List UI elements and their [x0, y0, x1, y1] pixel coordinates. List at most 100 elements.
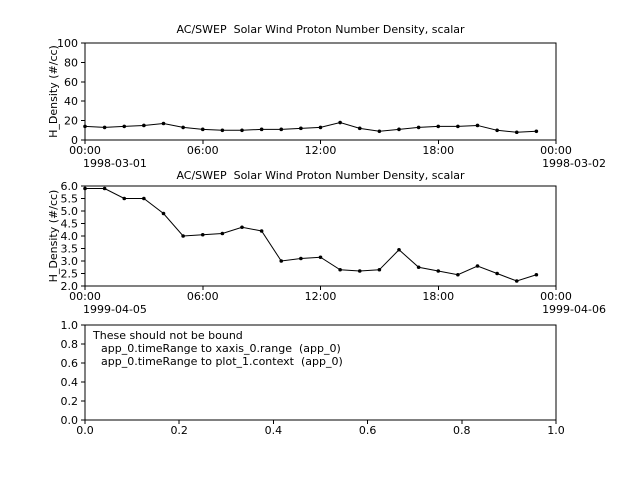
x-tick-label: 00:00 [69, 290, 101, 303]
x-tick-label: 06:00 [187, 290, 219, 303]
y-tick-label: 0.8 [61, 338, 79, 351]
data-point-marker [495, 271, 499, 276]
y-tick-label: 2.0 [61, 280, 79, 293]
data-point-marker [83, 124, 87, 129]
x-tick-label: 06:00 [187, 144, 219, 157]
data-point-marker [299, 126, 303, 131]
data-point-marker [377, 129, 382, 134]
y-tick-label: 80 [64, 56, 78, 69]
data-point-marker [102, 125, 107, 130]
data-point-marker [122, 196, 127, 201]
data-point-marker [161, 121, 166, 126]
plot-1-proton-density-1999: AC/SWEP Solar Wind Proton Number Density… [0, 169, 640, 316]
data-point-marker [299, 256, 303, 261]
data-point-marker [318, 125, 323, 130]
x-tick-label: 00:00 [540, 144, 572, 157]
x-tick-label: 0.2 [170, 424, 188, 437]
data-point-marker [416, 125, 421, 130]
data-point-marker [161, 211, 166, 216]
data-point-marker [240, 128, 244, 133]
plot-frame [84, 185, 557, 287]
data-point-marker [456, 272, 460, 277]
y-tick-label: 5.0 [61, 205, 79, 218]
data-point-marker [220, 231, 225, 236]
y-tick-label: 5.5 [61, 193, 79, 206]
data-point-marker [200, 232, 205, 237]
x-tick-label: 0.4 [265, 424, 283, 437]
data-point-marker [357, 126, 362, 131]
x-tick-label: 00:00 [540, 290, 572, 303]
data-point-marker [397, 247, 401, 252]
x-tick-label: 00:00 [69, 144, 101, 157]
plot-title: AC/SWEP Solar Wind Proton Number Density… [176, 23, 465, 36]
data-point-marker [377, 267, 382, 272]
x-tick-label: 12:00 [305, 144, 337, 157]
data-point-marker [83, 186, 87, 191]
y-tick-label: 1.0 [61, 319, 79, 332]
data-point-marker [436, 124, 441, 129]
plot-canvas-1: AC/SWEP Solar Wind Proton Number Density… [47, 169, 606, 316]
x-tick-label: 18:00 [422, 290, 454, 303]
y-tick-label: 60 [64, 76, 78, 89]
plot-title: AC/SWEP Solar Wind Proton Number Density… [176, 169, 465, 182]
y-tick-label: 4.5 [61, 218, 79, 231]
y-tick-label: 4.0 [61, 230, 79, 243]
x-tick-label: 1.0 [547, 424, 565, 437]
data-point-marker [436, 269, 441, 273]
plot-0-proton-density-1998: AC/SWEP Solar Wind Proton Number Density… [0, 0, 640, 170]
data-point-marker [534, 272, 539, 277]
data-point-marker [514, 279, 519, 283]
x-tick-label: 0.8 [453, 424, 471, 437]
x-tick-label: 0.0 [76, 424, 94, 437]
y-axis-label: H_Density (#/cc) [47, 190, 60, 283]
data-point-marker [514, 130, 519, 135]
x-tick-label: 12:00 [305, 290, 337, 303]
plot-frame [84, 324, 557, 421]
y-tick-label: 6.0 [61, 180, 79, 193]
y-tick-label: 2.5 [61, 268, 79, 281]
data-point-marker [220, 128, 225, 133]
y-tick-label: 20 [64, 115, 78, 128]
y-tick-label: 3.0 [61, 255, 79, 268]
date-label-left: 1998-03-01 [83, 157, 147, 170]
x-tick-label: 18:00 [422, 144, 454, 157]
data-point-marker [122, 124, 127, 129]
x-tick-label: 0.6 [359, 424, 377, 437]
data-point-marker [416, 265, 421, 270]
density-line [85, 188, 537, 282]
data-point-marker [397, 127, 401, 132]
annotation-line: app_0.timeRange to plot_1.context (app_0… [101, 355, 343, 368]
data-point-marker [142, 196, 146, 201]
y-tick-label: 0.2 [61, 395, 79, 408]
data-point-marker [102, 186, 107, 191]
y-tick-label: 40 [64, 95, 78, 108]
y-tick-label: 0 [71, 134, 78, 147]
data-point-marker [456, 124, 460, 129]
data-point-marker [279, 259, 284, 263]
date-label-right: 1999-04-06 [542, 303, 606, 316]
data-point-marker [338, 120, 342, 125]
plot-frame [84, 42, 557, 141]
plot-canvas-2: 0.0 0.2 0.4 0.6 0.8 1.0 0.0 0.2 0.4 0.6 0.8 1.0 Thes… [61, 319, 565, 437]
data-point-marker [475, 264, 480, 268]
y-tick-label: 100 [57, 37, 78, 50]
y-tick-label: 3.5 [61, 243, 79, 256]
plot-canvas-0: AC/SWEP Solar Wind Proton Number Density… [47, 23, 606, 170]
data-point-marker [475, 123, 480, 128]
data-point-marker [142, 123, 146, 128]
y-tick-label: 0.0 [61, 414, 79, 427]
data-point-marker [495, 128, 499, 133]
annotation-line: app_0.timeRange to xaxis_0.range (app_0) [101, 342, 341, 355]
plot-2-annotation-panel: 0.0 0.2 0.4 0.6 0.8 1.0 0.0 0.2 0.4 0.6 0.8 1.0 Thes… [0, 315, 640, 480]
data-point-marker [357, 269, 362, 273]
y-axis-label: H_Density (#/cc) [47, 45, 60, 138]
data-point-marker [240, 225, 244, 230]
data-point-marker [200, 127, 205, 132]
data-point-marker [259, 229, 264, 233]
data-point-marker [181, 234, 185, 238]
annotation-line: These should not be bound [92, 329, 243, 342]
data-point-marker [338, 267, 342, 272]
data-point-marker [534, 129, 539, 134]
data-point-marker [279, 127, 284, 132]
